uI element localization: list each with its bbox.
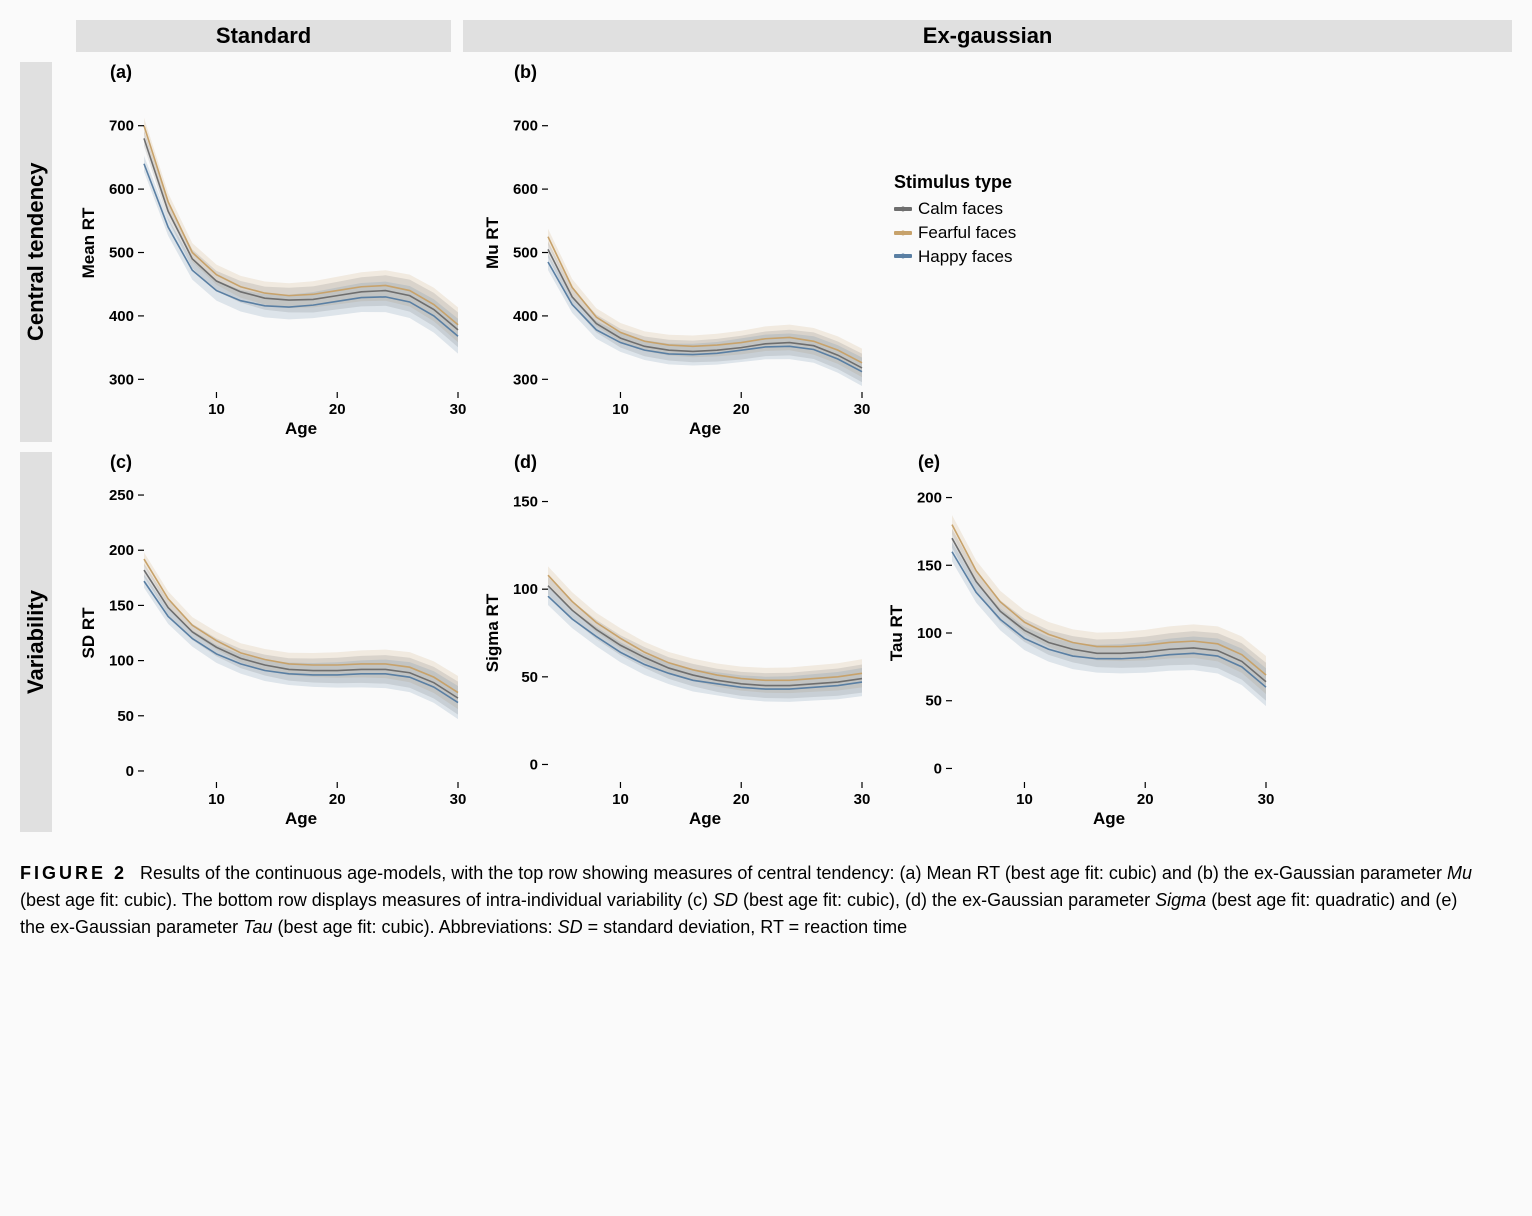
xtick-label: 30 bbox=[854, 791, 871, 808]
legend-item-calm: Calm faces bbox=[894, 197, 1016, 221]
ribbon-happy bbox=[548, 587, 862, 701]
caption-body: Results of the continuous age-models, wi… bbox=[20, 863, 1472, 937]
chart-a: 300 400 500 600 700 10 20 30 Age Mean RT bbox=[76, 62, 468, 442]
ytick-label: 50 bbox=[925, 693, 942, 710]
figure-2: Standard Ex-gaussian Central tendency (a… bbox=[20, 20, 1512, 941]
ytick-label: 0 bbox=[530, 756, 538, 773]
ytick-label: 200 bbox=[109, 542, 134, 559]
y-axis-label: Mu RT bbox=[483, 216, 502, 269]
legend-label-calm: Calm faces bbox=[918, 197, 1003, 221]
xtick-label: 10 bbox=[1016, 791, 1033, 808]
panel-tag-d: (d) bbox=[514, 452, 537, 473]
chart-e: 0 50 100 150 200 10 20 30 Age Tau RT bbox=[884, 452, 1276, 832]
ytick-label: 0 bbox=[126, 763, 134, 780]
row-label-central: Central tendency bbox=[20, 62, 52, 442]
chart-b: 300 400 500 600 700 10 20 30 Age Mu RT bbox=[480, 62, 872, 442]
caption-label: FIGURE 2 bbox=[20, 863, 127, 883]
xtick-label: 20 bbox=[329, 401, 346, 418]
panel-e: (e) 0 50 100 150 200 10 20 30 Age Tau RT bbox=[884, 452, 1276, 832]
legend-label-fearful: Fearful faces bbox=[918, 221, 1016, 245]
ribbon-happy bbox=[952, 542, 1266, 706]
xtick-label: 30 bbox=[854, 401, 871, 418]
ytick-label: 100 bbox=[109, 653, 134, 670]
xtick-label: 20 bbox=[733, 401, 750, 418]
ytick-label: 300 bbox=[513, 371, 538, 388]
panel-tag-e: (e) bbox=[918, 452, 940, 473]
ytick-label: 700 bbox=[109, 118, 134, 135]
xtick-label: 30 bbox=[450, 791, 467, 808]
panel-tag-b: (b) bbox=[514, 62, 537, 83]
ytick-label: 50 bbox=[521, 669, 538, 686]
legend-swatch-calm bbox=[894, 207, 912, 211]
y-axis-label: Sigma RT bbox=[483, 593, 502, 672]
ytick-label: 500 bbox=[513, 245, 538, 262]
ytick-label: 150 bbox=[513, 494, 538, 511]
ytick-label: 100 bbox=[917, 625, 942, 642]
legend-label-happy: Happy faces bbox=[918, 245, 1013, 269]
y-axis-label: Tau RT bbox=[887, 604, 906, 661]
ytick-label: 100 bbox=[513, 581, 538, 598]
y-axis-label: SD RT bbox=[79, 607, 98, 659]
ytick-label: 250 bbox=[109, 487, 134, 504]
legend-item-fearful: Fearful faces bbox=[894, 221, 1016, 245]
panel-tag-c: (c) bbox=[110, 452, 132, 473]
x-axis-label: Age bbox=[689, 419, 721, 438]
figure-caption: FIGURE 2 Results of the continuous age-m… bbox=[20, 860, 1480, 941]
xtick-label: 10 bbox=[208, 791, 225, 808]
col-header-exgaussian: Ex-gaussian bbox=[463, 20, 1512, 52]
legend-title: Stimulus type bbox=[894, 172, 1016, 193]
xtick-label: 10 bbox=[208, 401, 225, 418]
xtick-label: 20 bbox=[733, 791, 750, 808]
ytick-label: 400 bbox=[109, 308, 134, 325]
x-axis-label: Age bbox=[285, 809, 317, 828]
legend-panel: Stimulus type Calm facesFearful facesHap… bbox=[884, 62, 1184, 442]
ytick-label: 600 bbox=[109, 181, 134, 198]
panel-a: (a) 300 400 500 600 700 10 20 30 Age Mean RT bbox=[76, 62, 468, 442]
panel-tag-a: (a) bbox=[110, 62, 132, 83]
xtick-label: 30 bbox=[1258, 791, 1275, 808]
ytick-label: 400 bbox=[513, 308, 538, 325]
panel-b: (b) 300 400 500 600 700 10 20 30 Age Mu RT bbox=[480, 62, 872, 442]
ytick-label: 500 bbox=[109, 245, 134, 262]
row-central-tendency: Central tendency (a)30040050060070010203… bbox=[20, 62, 1512, 442]
panel-d: (d) 0 50 100 150 10 20 30 Age Sigma RT bbox=[480, 452, 872, 832]
x-axis-label: Age bbox=[1093, 809, 1125, 828]
ytick-label: 600 bbox=[513, 181, 538, 198]
ytick-label: 700 bbox=[513, 118, 538, 135]
legend-item-happy: Happy faces bbox=[894, 245, 1016, 269]
ytick-label: 50 bbox=[117, 708, 134, 725]
legend-items: Calm facesFearful facesHappy faces bbox=[894, 197, 1016, 268]
ytick-label: 0 bbox=[934, 760, 942, 777]
col-header-standard: Standard bbox=[76, 20, 451, 52]
row-label-variability: Variability bbox=[20, 452, 52, 832]
ytick-label: 150 bbox=[917, 557, 942, 574]
legend-swatch-fearful bbox=[894, 231, 912, 235]
x-axis-label: Age bbox=[285, 419, 317, 438]
legend: Stimulus type Calm facesFearful facesHap… bbox=[894, 172, 1016, 268]
row-variability: Variability (c)050100150200250102030AgeS… bbox=[20, 452, 1512, 832]
column-headers: Standard Ex-gaussian bbox=[76, 20, 1512, 52]
chart-c: 0 50 100 150 200 250 10 20 30 Age SD RT bbox=[76, 452, 468, 832]
ytick-label: 200 bbox=[917, 490, 942, 507]
xtick-label: 10 bbox=[612, 401, 629, 418]
xtick-label: 20 bbox=[329, 791, 346, 808]
ytick-label: 150 bbox=[109, 597, 134, 614]
x-axis-label: Age bbox=[689, 809, 721, 828]
panel-c: (c) 0 50 100 150 200 250 10 20 30 Age SD RT bbox=[76, 452, 468, 832]
xtick-label: 30 bbox=[450, 401, 467, 418]
chart-d: 0 50 100 150 10 20 30 Age Sigma RT bbox=[480, 452, 872, 832]
xtick-label: 20 bbox=[1137, 791, 1154, 808]
xtick-label: 10 bbox=[612, 791, 629, 808]
legend-swatch-happy bbox=[894, 254, 912, 258]
ribbon-happy bbox=[144, 575, 458, 720]
ribbon-happy bbox=[548, 254, 862, 386]
y-axis-label: Mean RT bbox=[79, 207, 98, 278]
ytick-label: 300 bbox=[109, 371, 134, 388]
